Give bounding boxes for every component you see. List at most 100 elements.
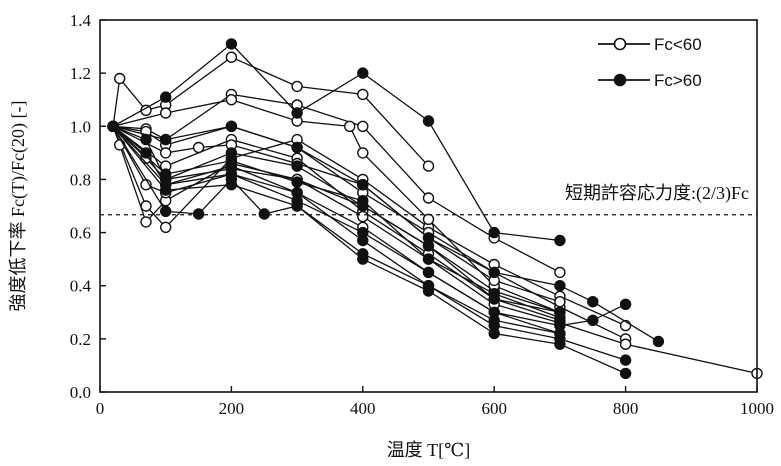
data-point-filled [291, 160, 303, 172]
series-line [112, 125, 626, 327]
data-point-filled [225, 168, 238, 180]
data-point-open [554, 266, 566, 279]
series-line [112, 125, 626, 361]
data-point-open [291, 80, 303, 93]
legend-label-fc-lt-60: Fc<60 [654, 35, 702, 54]
data-point-filled [159, 133, 172, 146]
legend: Fc<60 Fc>60 [598, 35, 702, 90]
data-point-filled [357, 194, 369, 207]
data-point-filled [225, 38, 238, 50]
data-point-filled [587, 296, 599, 308]
data-point-filled [422, 115, 435, 127]
data-point-open [159, 221, 172, 234]
reference-layer: 短期許容応力度:(2/3)Fc [100, 183, 757, 216]
x-tick-label: 800 [613, 399, 639, 418]
series-layer [107, 38, 763, 380]
data-point-filled [140, 133, 152, 146]
data-point-filled [488, 327, 500, 340]
legend-filled-circle-icon [613, 73, 627, 87]
data-point-filled [258, 208, 270, 220]
data-point-filled [488, 266, 500, 279]
data-point-open [357, 147, 369, 159]
data-point-filled [357, 248, 369, 260]
y-tick-label: 0.0 [70, 383, 91, 402]
data-point-filled [225, 120, 238, 133]
data-point-open [192, 141, 205, 154]
series-line [112, 43, 560, 242]
series-1 [107, 51, 435, 172]
y-tick-label: 0.4 [70, 277, 92, 296]
x-tick-label: 400 [350, 399, 376, 418]
data-point-filled [488, 226, 500, 239]
data-point-open [357, 120, 369, 133]
series-line [112, 126, 626, 327]
legend-label-fc-gt-60: Fc>60 [654, 71, 702, 90]
series-line [112, 56, 429, 167]
y-tick-label: 1.0 [70, 117, 91, 136]
data-point-filled [422, 266, 435, 279]
x-tick-label: 200 [219, 399, 245, 418]
data-point-open [159, 107, 172, 119]
data-point-filled [422, 253, 435, 265]
data-point-filled [357, 178, 369, 191]
series-line [113, 93, 561, 273]
data-point-filled [225, 178, 238, 191]
data-point-filled [291, 176, 303, 188]
data-point-filled [587, 314, 599, 326]
reference-line-label: 短期許容応力度:(2/3)Fc [565, 183, 749, 204]
data-point-filled [554, 311, 566, 324]
series-18 [107, 120, 566, 340]
data-point-filled [192, 208, 205, 220]
data-point-open [357, 88, 369, 101]
data-point-filled [159, 205, 172, 218]
data-point-filled [159, 168, 172, 180]
data-point-filled [422, 240, 435, 252]
series-line [112, 125, 626, 340]
data-point-open [554, 296, 566, 308]
y-tick-label: 0.2 [70, 330, 91, 349]
data-point-filled [422, 280, 435, 292]
x-axis-label: 温度 T[℃] [387, 440, 471, 460]
y-tick-label: 1.2 [70, 64, 91, 83]
data-point-open [619, 338, 632, 350]
data-point-filled [107, 120, 119, 133]
series-line [112, 125, 659, 343]
series-line [112, 125, 561, 335]
data-point-open [140, 200, 152, 212]
data-point-open [344, 120, 356, 133]
series-line [112, 125, 561, 321]
data-point-open [422, 160, 435, 172]
plot-frame [99, 19, 758, 393]
x-tick-label: 600 [481, 399, 507, 418]
series-17 [107, 120, 566, 324]
data-point-filled [357, 67, 369, 79]
data-point-open [357, 210, 369, 223]
data-point-filled [554, 338, 566, 350]
data-point-filled [291, 107, 303, 119]
data-point-filled [291, 141, 303, 154]
data-point-filled [225, 155, 238, 167]
data-point-filled [554, 234, 566, 247]
data-point-filled [619, 354, 632, 366]
data-point-filled [140, 147, 152, 159]
data-point-filled [554, 327, 566, 340]
series-11 [107, 38, 566, 247]
data-point-open [225, 51, 238, 63]
y-tick-label: 0.6 [70, 224, 91, 243]
data-point-open [422, 213, 435, 226]
data-point-filled [291, 200, 303, 212]
data-point-open [225, 93, 238, 106]
legend-open-circle-icon [613, 37, 627, 51]
data-point-filled [159, 184, 172, 196]
x-tick-label: 0 [96, 399, 105, 418]
data-point-open [140, 216, 152, 228]
data-point-filled [488, 314, 500, 326]
x-tick-label: 1000 [740, 399, 774, 418]
data-point-open [422, 192, 435, 204]
data-point-filled [554, 280, 566, 292]
data-point-open [159, 147, 172, 159]
data-point-filled [619, 298, 632, 310]
data-point-filled [619, 367, 632, 380]
ticks-layer: 0 200 400 600 800 1000 0.0 0.2 0.4 0.6 0.8 1.0 1.2 1.… [70, 11, 774, 418]
